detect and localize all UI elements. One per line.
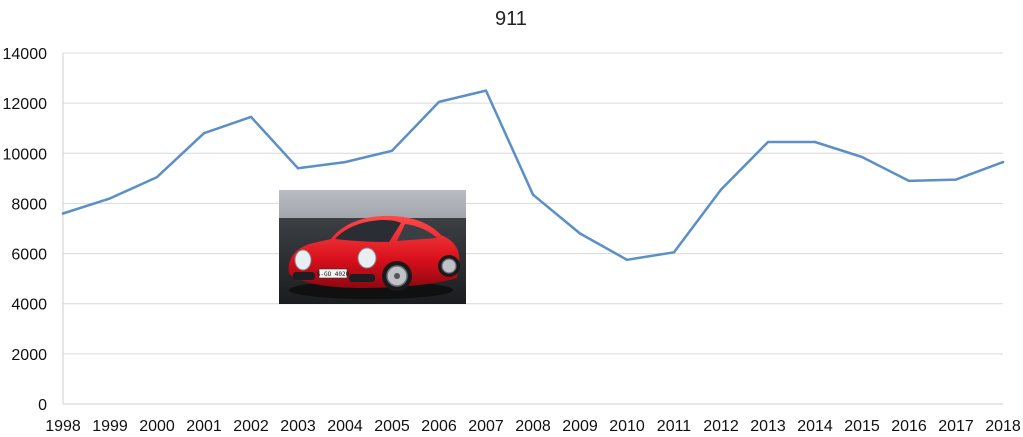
- x-tick-label: 2012: [703, 418, 739, 435]
- x-tick-label: 2014: [797, 418, 833, 435]
- x-tick-label: 2004: [327, 418, 363, 435]
- x-tick-label: 2009: [562, 418, 598, 435]
- x-tick-label: 1998: [45, 418, 81, 435]
- license-plate-text: S-GO 4020: [317, 271, 350, 278]
- data-point: [343, 160, 347, 164]
- data-point: [484, 89, 488, 92]
- x-tick-label: 2005: [374, 418, 410, 435]
- data-point: [813, 140, 817, 144]
- y-axis-ticks: 0 2000 4000 6000 8000 10000 12000 14000: [3, 46, 48, 414]
- x-tick-label: 2011: [657, 418, 692, 435]
- data-point: [907, 179, 911, 183]
- data-point: [672, 251, 676, 254]
- y-tick-label: 6000: [11, 247, 47, 264]
- data-point: [202, 132, 206, 135]
- y-tick-label: 14000: [3, 46, 48, 63]
- car-photo: S-GO 4020: [279, 190, 466, 304]
- data-point: [437, 100, 441, 104]
- x-tick-label: 1999: [92, 418, 128, 435]
- data-point: [61, 212, 65, 215]
- gridlines: [62, 52, 1003, 405]
- data-point: [1001, 160, 1005, 164]
- y-tick-label: 8000: [11, 196, 47, 213]
- x-tick-label: 2017: [938, 418, 974, 435]
- x-tick-label: 2013: [750, 418, 786, 435]
- x-tick-label: 2002: [233, 418, 269, 435]
- y-tick-label: 10000: [3, 146, 48, 163]
- y-tick-label: 4000: [11, 297, 47, 314]
- y-tick-label: 0: [38, 397, 47, 414]
- y-tick-label: 2000: [11, 347, 47, 364]
- x-tick-label: 2001: [186, 418, 222, 435]
- data-point: [296, 167, 300, 170]
- x-tick-label: 2018: [985, 418, 1021, 435]
- y-tick-label: 12000: [3, 96, 48, 113]
- data-point: [390, 149, 394, 152]
- data-point: [719, 188, 723, 191]
- data-point: [766, 140, 770, 144]
- data-point: [531, 193, 535, 196]
- data-point: [155, 175, 159, 179]
- x-tick-label: 2015: [844, 418, 880, 435]
- data-point: [860, 155, 864, 159]
- x-tick-label: 2008: [515, 418, 551, 435]
- data-point: [108, 197, 112, 200]
- x-tick-label: 2007: [468, 418, 504, 435]
- x-axis-ticks: 1998 1999 2000 2001 2002 2003 2004 2005 2006 2007…: [45, 418, 1021, 435]
- x-tick-label: 2010: [609, 418, 645, 435]
- data-point: [578, 232, 582, 235]
- chart-title: 911: [495, 8, 527, 30]
- x-tick-label: 2000: [139, 418, 175, 435]
- data-point: [625, 258, 629, 262]
- series-layer: [61, 89, 1005, 262]
- data-point: [249, 115, 253, 119]
- data-point: [954, 178, 958, 181]
- x-tick-label: 2003: [280, 418, 316, 435]
- x-tick-label: 2016: [891, 418, 927, 435]
- series-line-0: [61, 89, 1005, 262]
- x-tick-label: 2006: [421, 418, 457, 435]
